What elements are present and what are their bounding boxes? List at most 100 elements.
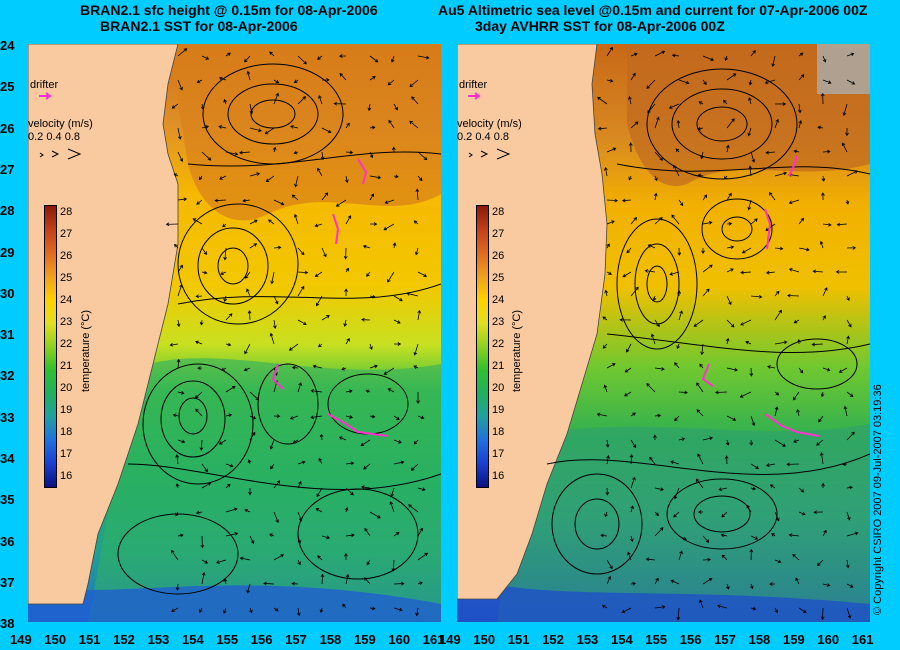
velocity-arrow <box>269 533 275 537</box>
velocity-arrow <box>843 405 848 417</box>
velocity-arrow <box>812 269 824 274</box>
velocity-arrow <box>369 125 376 130</box>
velocity-arrow <box>720 533 728 538</box>
velocity-arrow <box>845 127 849 137</box>
velocity-arrow <box>767 365 776 369</box>
velocity-arrow <box>673 164 680 177</box>
colorbar-tick: 26 <box>492 250 505 262</box>
lat-tick: 35 <box>0 492 15 508</box>
velocity-arrow <box>670 460 680 465</box>
lon-tick: 156 <box>250 632 273 647</box>
velocity-arrow <box>393 174 399 179</box>
velocity-arrow <box>273 511 279 524</box>
velocity-arrow <box>297 382 302 393</box>
velocity-arrow <box>273 245 282 250</box>
velocity-arrow <box>201 247 208 255</box>
velocity-arrow <box>693 319 704 327</box>
velocity-arrow <box>721 511 728 518</box>
velocity-arrow <box>600 533 608 538</box>
velocity-arrow <box>393 581 405 586</box>
velocity-arrow <box>321 192 329 201</box>
velocity-arrow <box>170 549 179 561</box>
velocity-arrow <box>201 463 208 473</box>
lat-tick: 38 <box>0 616 15 632</box>
velocity-arrow <box>369 364 378 369</box>
velocity-arrow <box>369 606 376 611</box>
velocity-arrow <box>644 269 656 273</box>
left-drifter-legend-icon <box>39 92 52 100</box>
velocity-arrow <box>297 559 301 566</box>
velocity-arrow <box>318 95 323 105</box>
velocity-arrow <box>369 76 376 81</box>
velocity-arrow <box>654 527 664 537</box>
right-map-svg <box>457 44 870 622</box>
velocity-arrow <box>769 484 776 489</box>
velocity-arrow <box>416 391 420 404</box>
velocity-arrow <box>846 295 850 301</box>
velocity-arrow <box>223 295 227 302</box>
velocity-arrow <box>822 583 831 587</box>
velocity-arrow <box>409 120 419 129</box>
velocity-arrow <box>345 215 352 225</box>
velocity-arrow <box>247 459 252 465</box>
velocity-arrow <box>316 487 323 498</box>
colorbar-tick: 27 <box>60 228 73 240</box>
lat-tick: 30 <box>0 285 15 301</box>
velocity-arrow <box>320 573 325 585</box>
lon-tick: 160 <box>817 632 840 647</box>
velocity-arrow <box>749 548 754 561</box>
velocity-arrow <box>627 551 632 561</box>
velocity-arrow <box>413 365 419 369</box>
velocity-arrow <box>750 294 763 299</box>
velocity-arrow <box>312 364 323 369</box>
colorbar-tick: 24 <box>60 294 73 306</box>
velocity-arrow <box>417 55 430 60</box>
velocity-arrow <box>243 367 251 372</box>
velocity-arrow <box>273 607 279 612</box>
velocity-arrow <box>173 173 179 177</box>
velocity-arrow <box>750 535 759 540</box>
colorbar-tick: 16 <box>492 470 505 482</box>
velocity-arrow <box>417 175 423 182</box>
velocity-arrow <box>630 216 638 225</box>
velocity-arrow <box>246 288 251 297</box>
velocity-arrow <box>822 149 831 154</box>
velocity-arrow <box>798 52 804 57</box>
velocity-arrow <box>225 313 233 321</box>
velocity-arrow <box>813 510 824 515</box>
velocity-arrow <box>723 175 728 180</box>
velocity-arrow <box>273 295 279 305</box>
velocity-arrow <box>678 310 683 321</box>
velocity-arrow <box>383 223 395 231</box>
velocity-arrow <box>360 439 371 447</box>
right-map-panel[interactable] <box>457 44 870 622</box>
land <box>457 44 608 600</box>
velocity-arrow <box>345 461 355 466</box>
velocity-arrow <box>796 408 800 417</box>
velocity-arrow <box>244 343 251 355</box>
lon-tick: 159 <box>783 632 805 647</box>
velocity-arrow <box>387 271 395 283</box>
colorbar-tick: 20 <box>492 382 505 394</box>
velocity-arrow <box>787 293 800 298</box>
velocity-arrow <box>699 363 704 369</box>
velocity-arrow <box>818 415 824 423</box>
left-map-panel[interactable] <box>28 44 441 622</box>
velocity-arrow <box>702 264 713 273</box>
lon-tick: 154 <box>182 632 204 647</box>
velocity-arrow <box>314 271 323 277</box>
velocity-arrow <box>199 319 204 326</box>
velocity-arrow <box>363 463 371 470</box>
velocity-arrow <box>417 487 426 492</box>
velocity-arrow <box>393 531 400 537</box>
velocity-arrow <box>821 175 826 182</box>
velocity-arrow <box>393 415 400 421</box>
velocity-arrow <box>646 383 656 393</box>
velocity-arrow <box>846 335 850 345</box>
velocity-arrow <box>774 118 780 129</box>
velocity-arrow <box>174 243 179 249</box>
velocity-arrow <box>413 220 419 225</box>
velocity-arrow <box>247 309 252 321</box>
velocity-arrow <box>291 365 299 370</box>
velocity-arrow <box>369 193 374 201</box>
